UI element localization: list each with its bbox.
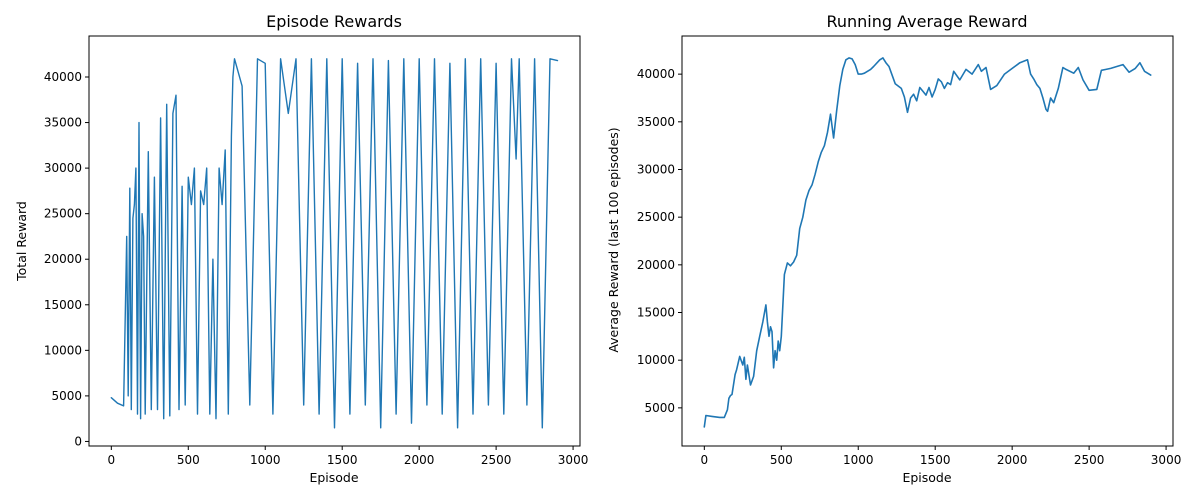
y-tick-label: 0 (74, 434, 82, 448)
y-tick-label: 25000 (44, 207, 82, 221)
x-tick-label: 1000 (250, 453, 281, 467)
x-tick-label: 500 (177, 453, 200, 467)
y-tick-label: 30000 (637, 162, 675, 176)
y-tick-label: 10000 (44, 343, 82, 357)
y-tick-label: 10000 (637, 353, 675, 367)
plot-series-group (110, 58, 559, 429)
x-tick-label: 2000 (404, 453, 435, 467)
y-tick-label: 40000 (637, 67, 675, 81)
y-tick-label: 5000 (51, 389, 82, 403)
x-axis-label: Episode (902, 470, 951, 485)
y-tick-label: 20000 (44, 252, 82, 266)
y-tick-label: 35000 (637, 115, 675, 129)
y-axis-label: Average Reward (last 100 episodes) (606, 127, 621, 352)
plot-frame (681, 35, 1174, 447)
plot-series-group (703, 57, 1152, 428)
y-axis-label: Total Reward (14, 201, 29, 282)
y-tick-label: 15000 (44, 298, 82, 312)
series-line (110, 58, 559, 429)
x-tick-label: 0 (107, 453, 115, 467)
chart-title: Episode Rewards (266, 12, 402, 31)
x-tick-label: 3000 (558, 453, 589, 467)
x-tick-label: 2500 (1074, 453, 1105, 467)
x-tick-label: 2500 (481, 453, 512, 467)
y-tick-label: 30000 (44, 161, 82, 175)
y-tick-label: 35000 (44, 116, 82, 130)
x-tick-label: 3000 (1151, 453, 1182, 467)
y-tick-label: 20000 (637, 258, 675, 272)
y-tick-label: 5000 (644, 401, 675, 415)
x-tick-label: 1500 (327, 453, 358, 467)
chart-title: Running Average Reward (826, 12, 1027, 31)
y-tick-label: 15000 (637, 306, 675, 320)
tick-group: 0 500 1000 1500 2000 2500 3000 5000 10000 15000 20… (637, 67, 1182, 467)
x-tick-label: 0 (700, 453, 708, 467)
tick-group: 0 500 1000 1500 2000 2500 30000500010000150002… (44, 70, 589, 467)
plot-frame (88, 35, 581, 447)
x-tick-label: 1000 (843, 453, 874, 467)
y-tick-label: 40000 (44, 70, 82, 84)
y-tick-label: 25000 (637, 210, 675, 224)
running-average-chart: Running Average Reward 0 500 1000 1500 2000 2… (606, 12, 1181, 485)
episode-rewards-chart: Episode Rewards 0 500 1000 1500 2000 2500 3000… (14, 12, 588, 485)
x-tick-label: 1500 (920, 453, 951, 467)
series-line (703, 57, 1152, 428)
x-axis-label: Episode (309, 470, 358, 485)
x-tick-label: 500 (770, 453, 793, 467)
x-tick-label: 2000 (997, 453, 1028, 467)
